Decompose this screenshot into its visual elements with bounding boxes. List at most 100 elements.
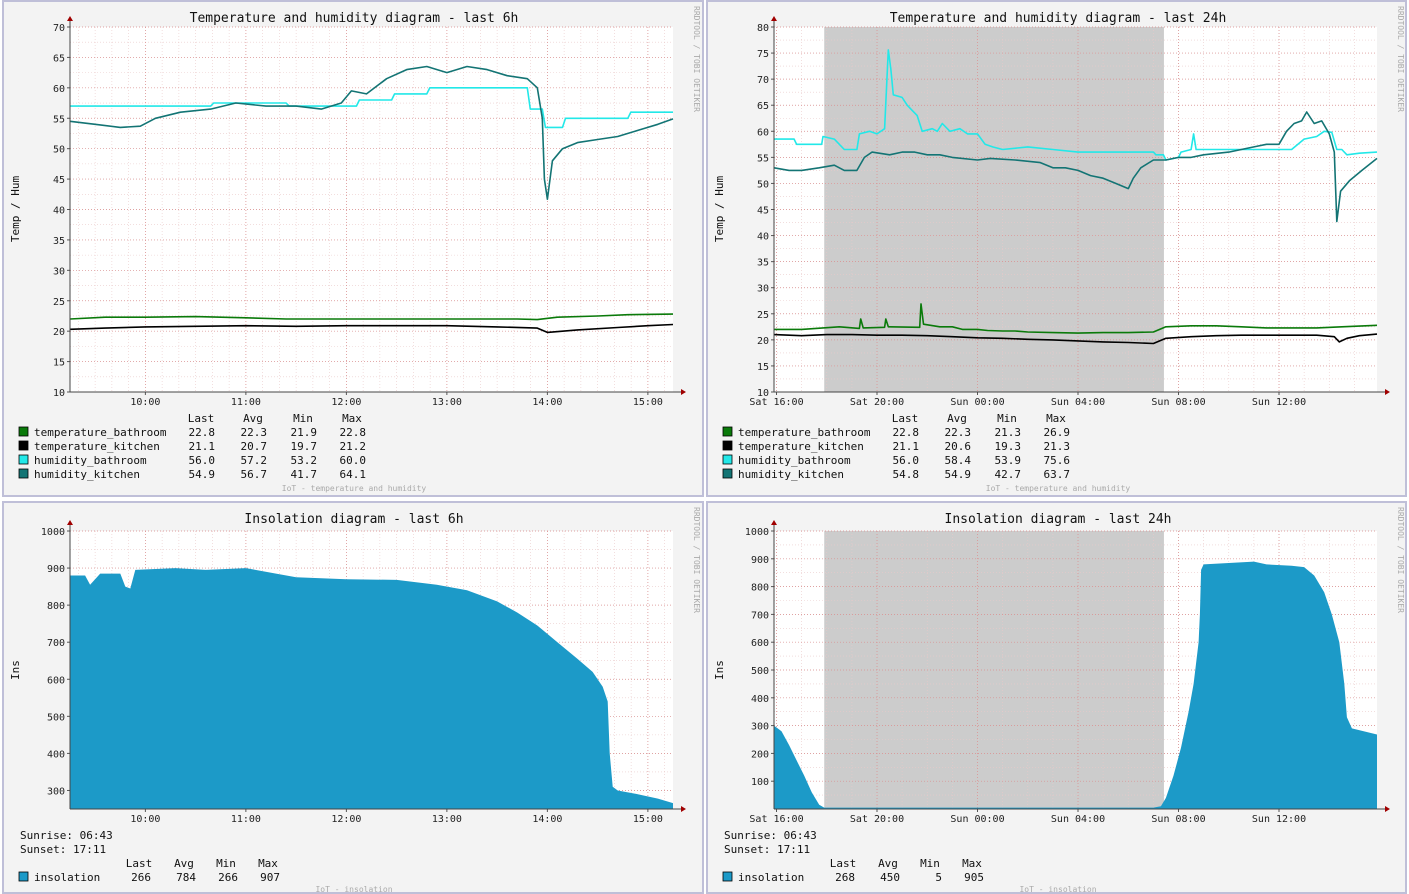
chart-footer: IoT - temperature and humidity	[986, 484, 1131, 493]
legend-value-max: 75.6	[1044, 454, 1071, 467]
legend-header: Max	[258, 857, 278, 870]
legend-value-last: 56.0	[189, 454, 216, 467]
y-tick-label: 65	[53, 53, 65, 64]
y-tick-label: 70	[757, 75, 769, 86]
legend-header: Avg	[243, 412, 263, 425]
x-tick-label: 12:00	[331, 397, 361, 408]
y-tick-label: 1000	[41, 527, 65, 538]
chart-insolation-6h: 300 400 500 600 700 800 900 1000 10:00 11:00 12:00…	[9, 507, 701, 894]
legend-value-avg: 784	[176, 871, 196, 884]
legend-value-last: 54.9	[189, 468, 216, 481]
legend-swatch-humidity_kitchen	[722, 468, 733, 479]
legend-header: Last	[830, 857, 857, 870]
x-axis-arrow	[1385, 806, 1390, 812]
legend-value-avg: 450	[880, 871, 900, 884]
panel-insolation-6h: 300 400 500 600 700 800 900 1000 10:00 11:00 12:00…	[2, 501, 704, 894]
y-tick-label: 300	[47, 786, 65, 797]
y-axis-arrow	[771, 520, 777, 525]
y-tick-label: 35	[757, 258, 769, 269]
legend-value-last: 54.8	[893, 468, 920, 481]
y-tick-label: 75	[757, 49, 769, 60]
legend-value-min: 53.9	[995, 454, 1022, 467]
sunset-text: Sunset: 17:11	[724, 843, 810, 856]
y-axis-label: Ins	[9, 660, 22, 680]
legend-swatch-insolation	[722, 871, 733, 882]
legend-value-min: 266	[218, 871, 238, 884]
legend-value-max: 60.0	[340, 454, 367, 467]
legend-value-min: 21.9	[291, 426, 318, 439]
y-tick-label: 50	[53, 145, 65, 156]
rrdtool-credit: RRDTOOL / TOBI OETIKER	[692, 507, 701, 613]
y-tick-label: 65	[757, 101, 769, 112]
y-tick-label: 400	[751, 694, 769, 705]
legend-value-min: 21.3	[995, 426, 1022, 439]
legend-swatch-temperature_bathroom	[722, 426, 733, 437]
x-tick-label: Sat 16:00	[749, 397, 803, 408]
series-line-humidity_kitchen	[773, 111, 1378, 223]
legend-header: Last	[188, 412, 215, 425]
x-tick-label: 15:00	[633, 814, 663, 825]
series-line-temperature_kitchen	[69, 323, 674, 334]
x-tick-label: Sat 20:00	[850, 397, 904, 408]
chart-footer: IoT - temperature and humidity	[282, 484, 427, 493]
chart-title: Temperature and humidity diagram - last …	[190, 11, 519, 26]
x-axis-arrow	[681, 389, 686, 395]
x-axis-arrow	[681, 806, 686, 812]
legend-label-temperature_kitchen: temperature_kitchen	[34, 440, 160, 453]
legend-value-last: 21.1	[893, 440, 920, 453]
y-tick-label: 600	[47, 675, 65, 686]
legend-header: Min	[920, 857, 940, 870]
legend-value-max: 905	[964, 871, 984, 884]
legend-value-max: 63.7	[1044, 468, 1071, 481]
legend-value-last: 21.1	[189, 440, 216, 453]
y-tick-label: 15	[757, 362, 769, 373]
y-tick-label: 300	[751, 722, 769, 733]
legend-label-humidity_kitchen: humidity_kitchen	[34, 468, 140, 481]
series-area-insolation	[774, 561, 1377, 809]
y-tick-label: 700	[751, 610, 769, 621]
y-tick-label: 700	[47, 638, 65, 649]
y-tick-label: 60	[757, 127, 769, 138]
rrdtool-credit: RRDTOOL / TOBI OETIKER	[1396, 507, 1405, 613]
y-axis-arrow	[67, 16, 73, 21]
legend-label-temperature_bathroom: temperature_bathroom	[738, 426, 871, 439]
series-line-temperature_bathroom	[774, 303, 1378, 334]
legend-header: Max	[342, 412, 362, 425]
y-tick-label: 40	[53, 206, 65, 217]
x-tick-label: 12:00	[331, 814, 361, 825]
series-area-insolation	[70, 568, 673, 809]
panel-temp-hum-6h: 10 15 20 25 30 35 40 45 50 55 60 65 70 10:00 11:00 12:0…	[2, 0, 704, 497]
y-axis-label: Temp / Hum	[9, 176, 22, 243]
x-tick-label: 14:00	[532, 397, 562, 408]
chart-footer: IoT - insolation	[315, 885, 392, 894]
chart-temp-hum-24h: 10 15 20 25 30 35 40 45 50 55 60 65 70 75 80 Sat 16:00 S…	[713, 6, 1405, 493]
y-tick-label: 50	[757, 179, 769, 190]
legend-header: Last	[892, 412, 919, 425]
legend-value-min: 19.7	[291, 440, 318, 453]
legend-value-last: 56.0	[893, 454, 920, 467]
y-tick-label: 800	[47, 601, 65, 612]
y-tick-label: 600	[751, 638, 769, 649]
legend-value-max: 26.9	[1044, 426, 1071, 439]
x-tick-label: 11:00	[231, 814, 261, 825]
plot-area	[70, 27, 673, 392]
series-line-humidity_bathroom	[774, 49, 1378, 161]
y-tick-label: 45	[757, 206, 769, 217]
night-band	[824, 27, 1164, 392]
legend-value-min: 42.7	[995, 468, 1022, 481]
y-tick-label: 40	[757, 232, 769, 243]
chart-title: Insolation diagram - last 24h	[945, 512, 1172, 527]
legend-swatch-insolation	[18, 871, 29, 882]
x-tick-label: 10:00	[130, 814, 160, 825]
legend-value-last: 22.8	[893, 426, 920, 439]
legend-value-min: 41.7	[291, 468, 318, 481]
x-tick-label: Sun 00:00	[950, 814, 1004, 825]
night-band	[824, 531, 1164, 809]
chart-temp-hum-6h: 10 15 20 25 30 35 40 45 50 55 60 65 70 10:00 11:00 12:0…	[9, 6, 701, 493]
legend-label-humidity_bathroom: humidity_bathroom	[738, 454, 851, 467]
x-axis-arrow	[1385, 389, 1390, 395]
legend-header: Avg	[878, 857, 898, 870]
y-tick-label: 20	[53, 327, 65, 338]
rrdtool-credit: RRDTOOL / TOBI OETIKER	[1396, 6, 1405, 112]
y-tick-label: 20	[757, 336, 769, 347]
